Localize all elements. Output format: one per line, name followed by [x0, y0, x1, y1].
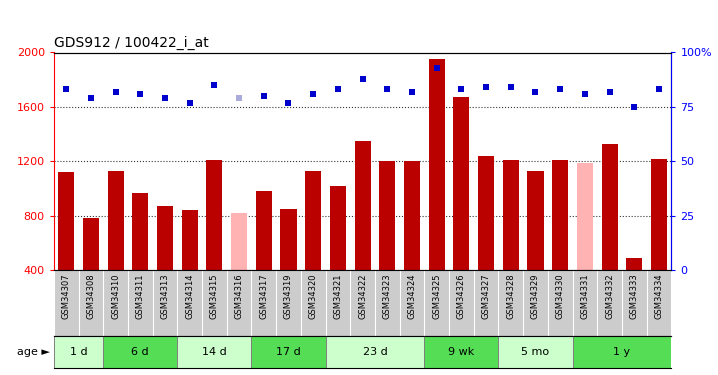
Text: GSM34325: GSM34325 [432, 273, 441, 319]
Text: GSM34332: GSM34332 [605, 273, 614, 319]
Bar [103, 336, 177, 368]
Bar [498, 336, 572, 368]
Text: GSM34330: GSM34330 [556, 273, 564, 319]
Text: GSM34316: GSM34316 [235, 273, 243, 319]
Bar [54, 336, 103, 368]
Bar [281, 209, 297, 270]
Bar [83, 218, 99, 270]
Text: GSM34326: GSM34326 [457, 273, 466, 319]
Text: GSM34313: GSM34313 [161, 273, 169, 319]
Text: GSM34317: GSM34317 [259, 273, 269, 319]
Bar [325, 336, 424, 368]
Bar [572, 336, 671, 368]
Text: 1 d: 1 d [70, 346, 88, 357]
Bar [251, 336, 325, 368]
Bar [132, 192, 149, 270]
Text: GSM34323: GSM34323 [383, 273, 392, 319]
Text: 1 y: 1 y [613, 346, 630, 357]
Text: 5 mo: 5 mo [521, 346, 549, 357]
Bar [651, 159, 667, 270]
Text: GSM34321: GSM34321 [333, 273, 342, 319]
Bar [177, 336, 251, 368]
Text: GSM34331: GSM34331 [580, 273, 589, 319]
Bar [453, 98, 470, 270]
Bar [429, 59, 444, 270]
Bar [231, 213, 247, 270]
Text: GSM34310: GSM34310 [111, 273, 120, 319]
Text: GSM34311: GSM34311 [136, 273, 145, 319]
Text: 9 wk: 9 wk [448, 346, 475, 357]
Bar [626, 258, 643, 270]
Text: GSM34320: GSM34320 [309, 273, 317, 319]
Text: GSM34327: GSM34327 [482, 273, 490, 319]
Text: GSM34308: GSM34308 [86, 273, 95, 319]
Text: GSM34324: GSM34324 [408, 273, 416, 319]
Bar [577, 163, 593, 270]
Text: 6 d: 6 d [131, 346, 149, 357]
Text: 14 d: 14 d [202, 346, 227, 357]
Bar [503, 160, 519, 270]
Bar [552, 160, 568, 270]
Bar [330, 186, 346, 270]
Text: 17 d: 17 d [276, 346, 301, 357]
Text: GSM34307: GSM34307 [62, 273, 70, 319]
Bar [256, 191, 272, 270]
Text: GSM34319: GSM34319 [284, 273, 293, 319]
Text: GSM34334: GSM34334 [655, 273, 663, 319]
Text: 23 d: 23 d [363, 346, 387, 357]
Text: GSM34322: GSM34322 [358, 273, 367, 319]
Text: age ►: age ► [17, 346, 50, 357]
Text: GSM34314: GSM34314 [185, 273, 194, 319]
Text: GSM34328: GSM34328 [506, 273, 516, 319]
Bar [379, 161, 396, 270]
Bar [206, 160, 223, 270]
Bar [157, 206, 173, 270]
Text: GSM34315: GSM34315 [210, 273, 219, 319]
Text: GDS912 / 100422_i_at: GDS912 / 100422_i_at [54, 36, 209, 50]
Bar [355, 141, 370, 270]
Bar [424, 336, 498, 368]
Text: GSM34329: GSM34329 [531, 273, 540, 319]
Bar [404, 161, 420, 270]
Bar [305, 171, 321, 270]
Bar [108, 171, 123, 270]
Bar [182, 210, 197, 270]
Bar [58, 172, 74, 270]
Text: GSM34333: GSM34333 [630, 273, 639, 319]
Bar [478, 156, 494, 270]
Bar [528, 171, 544, 270]
Bar [602, 144, 617, 270]
